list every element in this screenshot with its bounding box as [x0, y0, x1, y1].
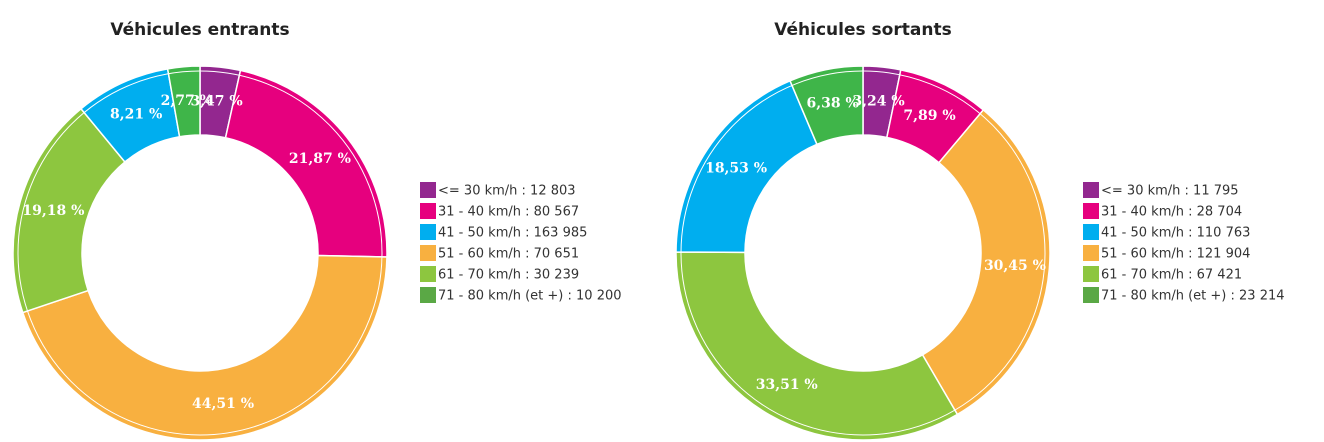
inner-ring — [680, 70, 1046, 436]
legend-label: 71 - 80 km/h (et +) : 23 214 — [1101, 289, 1285, 304]
legend-label: 61 - 70 km/h : 30 239 — [438, 268, 579, 283]
donut-slice — [224, 69, 388, 258]
slice-label: 2,77 % — [161, 93, 213, 109]
slice-label: 6,38 % — [806, 96, 858, 112]
slice-label: 7,89 % — [903, 108, 955, 124]
slice-label: 19,18 % — [22, 203, 84, 219]
donut-slice — [166, 65, 201, 138]
slice-label: 30,45 % — [984, 258, 1046, 274]
legend-swatch — [420, 224, 436, 240]
legend-label: 51 - 60 km/h : 121 904 — [1101, 247, 1250, 262]
legend-label: 41 - 50 km/h : 110 763 — [1101, 226, 1250, 241]
legend-swatch — [420, 266, 436, 282]
slice-label: 21,87 % — [289, 151, 351, 167]
donut-slice — [21, 254, 388, 441]
legend-swatch — [420, 203, 436, 219]
slice-label: 18,53 % — [705, 160, 767, 176]
legend-label: 51 - 60 km/h : 70 651 — [438, 247, 579, 262]
legend-label: 61 - 70 km/h : 67 421 — [1101, 268, 1242, 283]
donut-slice — [921, 108, 1051, 416]
legend-label: 31 - 40 km/h : 28 704 — [1101, 205, 1242, 220]
legend-swatch — [420, 245, 436, 261]
legend-label: 71 - 80 km/h (et +) : 10 200 — [438, 289, 622, 304]
donut-slice — [675, 251, 959, 441]
slice-label: 33,51 % — [756, 377, 818, 393]
legend-swatch — [1083, 266, 1099, 282]
donut-slice — [789, 65, 864, 146]
legend-label: 31 - 40 km/h : 80 567 — [438, 205, 579, 220]
legend-swatch — [420, 287, 436, 303]
legend-label: <= 30 km/h : 11 795 — [1101, 184, 1239, 199]
legend-label: 41 - 50 km/h : 163 985 — [438, 226, 587, 241]
slice-label: 44,51 % — [192, 396, 254, 412]
slice-label: 8,21 % — [110, 107, 162, 123]
legend-swatch — [1083, 182, 1099, 198]
slice-label: 3,47 % — [190, 93, 242, 109]
legend-swatch — [1083, 203, 1099, 219]
slice-label: 3,24 % — [852, 93, 904, 109]
inner-ring — [17, 70, 383, 436]
legend-swatch — [1083, 224, 1099, 240]
legend-swatch — [420, 182, 436, 198]
legend-label: <= 30 km/h : 12 803 — [438, 184, 576, 199]
legend-swatch — [1083, 245, 1099, 261]
chart-title: Véhicules sortants — [774, 20, 951, 40]
legend-swatch — [1083, 287, 1099, 303]
chart-title: Véhicules entrants — [110, 20, 289, 40]
